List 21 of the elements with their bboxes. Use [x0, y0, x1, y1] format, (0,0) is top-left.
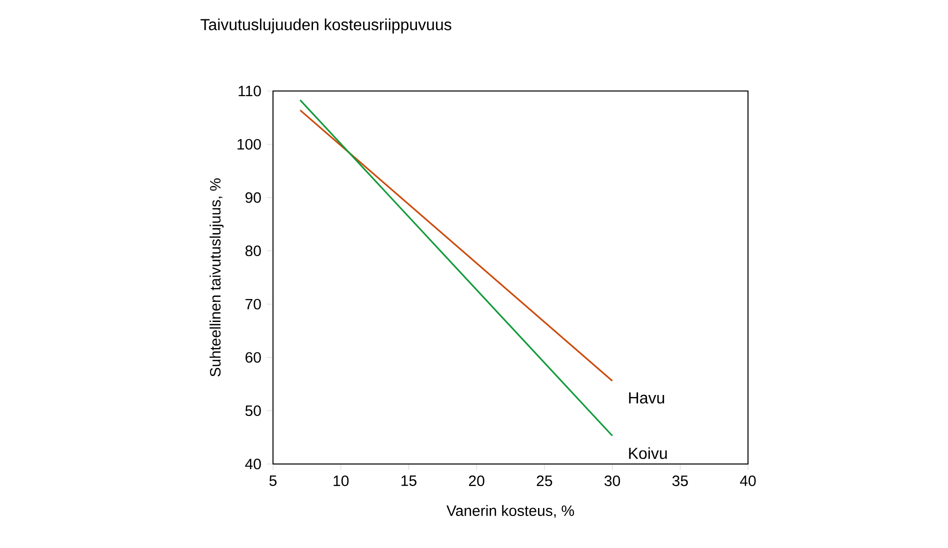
chart-title: Taivutuslujuuden kosteusriippuvuus	[200, 18, 452, 34]
x-axis-title: Vanerin kosteus, %	[446, 505, 574, 518]
y-tick-label: 90	[245, 192, 261, 203]
y-tick-label: 50	[245, 405, 261, 416]
x-tick-label: 10	[334, 476, 349, 486]
series-label: Havu	[629, 392, 664, 404]
x-tick-label: 35	[672, 476, 688, 486]
y-axis-title: Suhteellinen taivutuslujuus, %	[210, 178, 224, 376]
y-tick-label: 100	[238, 138, 261, 150]
x-tick-label: 15	[402, 476, 416, 486]
y-tick-label: 60	[246, 352, 261, 363]
y-tick-label: 110	[238, 86, 261, 96]
x-tick-label: 30	[604, 476, 620, 486]
y-tick-label: 70	[246, 298, 261, 310]
x-tick-label: 20	[468, 476, 484, 486]
y-tick-label: 40	[245, 458, 261, 470]
y-tick-label: 80	[245, 246, 261, 256]
series-label: Koivu	[629, 447, 667, 460]
x-tick-label: 25	[536, 476, 552, 486]
x-tick-label: 5	[269, 476, 277, 486]
x-tick-label: 40	[740, 476, 756, 486]
